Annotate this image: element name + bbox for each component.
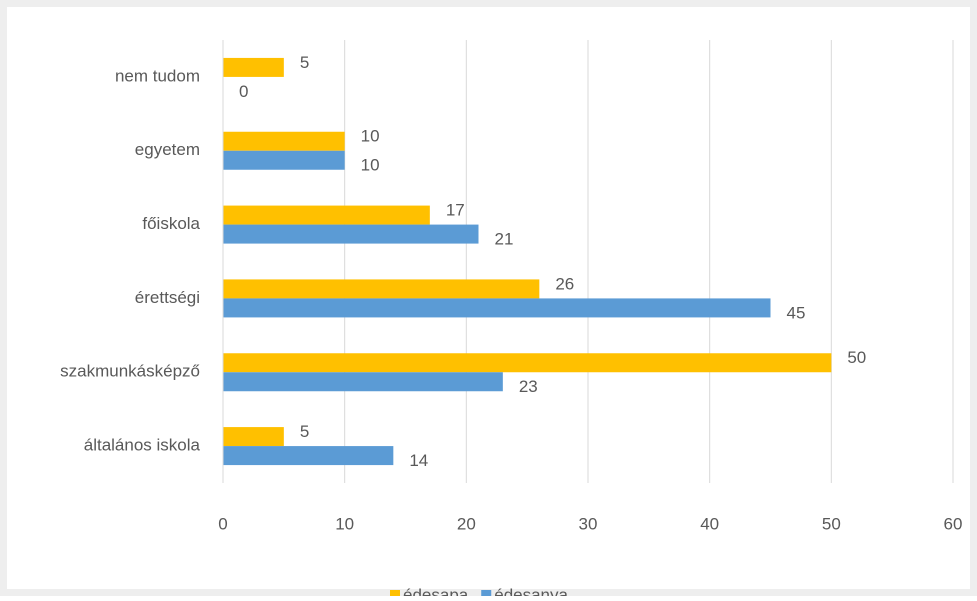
bar	[223, 372, 503, 392]
y-tick-label: főiskola	[142, 214, 200, 233]
y-tick-label: nem tudom	[115, 66, 200, 85]
bar	[223, 150, 345, 170]
data-label: 10	[361, 156, 380, 175]
x-tick-label: 60	[944, 514, 963, 533]
y-tick-label: szakmunkásképző	[60, 362, 200, 381]
x-tick-label: 40	[700, 514, 719, 533]
bar	[223, 57, 284, 77]
x-tick-label: 30	[579, 514, 598, 533]
bar	[223, 205, 430, 225]
x-tick-label: 10	[335, 514, 354, 533]
data-label: 45	[787, 303, 806, 322]
bar	[223, 298, 771, 318]
bar	[223, 353, 832, 373]
bar	[223, 427, 284, 447]
legend-swatch	[390, 590, 400, 600]
legend-label: édesapa	[403, 585, 469, 596]
data-label: 14	[409, 451, 428, 470]
data-label: 5	[300, 422, 309, 441]
legend-swatch	[481, 590, 492, 600]
data-label: 17	[446, 201, 465, 220]
data-label: 50	[847, 348, 866, 367]
y-tick-label: általános iskola	[84, 436, 201, 455]
x-tick-label: 20	[457, 514, 476, 533]
data-label: 0	[239, 82, 248, 101]
data-label: 26	[555, 274, 574, 293]
bar	[223, 224, 479, 244]
x-tick-label: 50	[822, 514, 841, 533]
legend-label: édesanya	[494, 585, 568, 596]
y-tick-label: egyetem	[135, 140, 200, 159]
data-label: 23	[519, 377, 538, 396]
bar	[223, 446, 394, 466]
data-label: 21	[495, 230, 514, 249]
bar	[223, 131, 345, 151]
x-tick-label: 0	[218, 514, 227, 533]
bar	[223, 279, 540, 299]
data-label: 5	[300, 53, 309, 72]
data-label: 10	[361, 127, 380, 146]
y-tick-label: érettségi	[135, 288, 200, 307]
